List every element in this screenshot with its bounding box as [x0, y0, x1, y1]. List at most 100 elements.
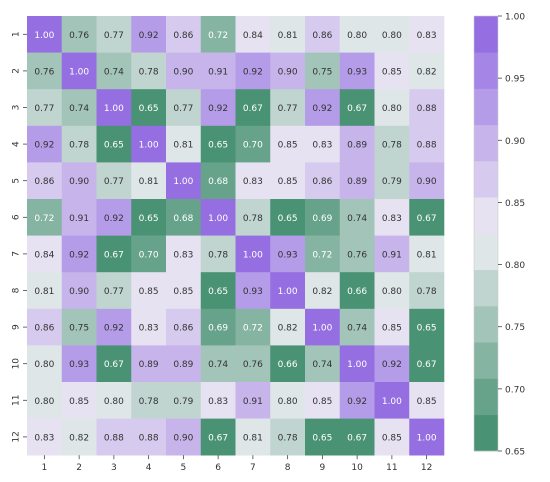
heatmap-cell [339, 235, 375, 273]
x-tick-label: 1 [42, 463, 48, 473]
heatmap-cell [339, 345, 375, 383]
cell-value-label: 0.76 [34, 67, 54, 77]
cell-value-label: 1.00 [208, 214, 228, 224]
cell-value-label: 0.65 [104, 141, 124, 151]
cell-value-label: 0.88 [417, 141, 437, 151]
cell-value-label: 0.74 [69, 104, 89, 114]
cell-value-label: 0.74 [347, 324, 367, 334]
heatmap-cell [200, 382, 236, 419]
heatmap-cell [270, 272, 306, 310]
heatmap-cell [166, 235, 202, 273]
x-tick-label: 5 [181, 463, 187, 473]
heatmap-cell [61, 345, 97, 383]
cell-value-label: 0.66 [278, 360, 298, 370]
colorbar-bin [474, 306, 498, 343]
cell-value-label: 0.80 [278, 397, 298, 407]
cell-value-label: 0.83 [312, 141, 332, 151]
heatmap-cell [131, 272, 167, 310]
cell-value-label: 0.81 [34, 287, 54, 297]
cell-value-label: 0.85 [382, 67, 402, 77]
heatmap-cell [270, 345, 306, 383]
heatmap-cell [305, 308, 341, 346]
cell-value-label: 0.69 [312, 214, 332, 224]
heatmap-cell [131, 89, 167, 127]
heatmap-cell [235, 345, 271, 383]
cell-value-label: 0.65 [278, 214, 298, 224]
colorbar-bin [474, 378, 498, 416]
cell-value-label: 1.00 [243, 250, 263, 260]
cell-value-label: 0.66 [347, 287, 367, 297]
heatmap-cell [61, 162, 97, 200]
heatmap-cell [96, 272, 132, 310]
cell-value-label: 0.77 [104, 287, 124, 297]
heatmap-cell [200, 345, 236, 383]
heatmap-cell [27, 272, 63, 310]
cell-value-label: 0.65 [208, 141, 228, 151]
heatmap-cell [305, 418, 341, 456]
x-tick-label: 12 [421, 463, 432, 473]
heatmap-cell [27, 52, 63, 90]
heatmap-cell [166, 308, 202, 346]
y-tick-label: 8 [12, 287, 22, 293]
heatmap-cell [166, 89, 202, 127]
cell-value-label: 0.67 [347, 104, 367, 114]
heatmap-cell [374, 162, 410, 200]
heatmap-cell [27, 308, 63, 346]
x-tick-label: 10 [351, 463, 363, 473]
heatmap-cell [339, 418, 375, 456]
cell-value-label: 0.67 [417, 214, 437, 224]
heatmap-cell [270, 162, 306, 200]
cell-value-label: 0.92 [69, 250, 89, 260]
cell-value-label: 0.86 [173, 31, 193, 41]
cell-value-label: 1.00 [312, 324, 332, 334]
heatmap-cell [96, 308, 132, 346]
cell-value-label: 0.70 [139, 250, 159, 260]
cell-value-label: 0.77 [34, 104, 54, 114]
heatmap-cell [96, 382, 132, 419]
colorbar-tick-label: 1.00 [505, 13, 525, 23]
cell-value-label: 0.72 [208, 31, 228, 41]
cell-value-label: 0.85 [382, 324, 402, 334]
heatmap-cell [339, 162, 375, 200]
y-tick-label: 11 [12, 395, 22, 406]
cell-value-label: 0.82 [417, 67, 437, 77]
heatmap-cell [96, 125, 132, 163]
heatmap-cell [409, 199, 445, 236]
cell-value-label: 0.80 [382, 104, 402, 114]
heatmap-cell [61, 235, 97, 273]
cell-value-label: 0.91 [382, 250, 402, 260]
heatmap-cell [374, 382, 410, 419]
colorbar-tick-label: 0.85 [505, 199, 525, 209]
heatmap-cell [235, 162, 271, 200]
cell-value-label: 0.89 [139, 360, 159, 370]
heatmap-cell [131, 199, 167, 236]
cell-value-label: 0.92 [139, 31, 159, 41]
cell-value-label: 0.79 [173, 397, 193, 407]
cell-value-label: 0.88 [104, 433, 124, 443]
x-tick-label: 2 [76, 463, 82, 473]
cell-value-label: 0.86 [312, 31, 332, 41]
heatmap-cell [96, 16, 132, 53]
heatmap-cell [27, 16, 63, 53]
heatmap-cell [96, 162, 132, 200]
heatmap-cell [166, 162, 202, 200]
heatmap-cell [27, 235, 63, 273]
cell-value-label: 0.83 [243, 177, 263, 187]
heatmap-cell [131, 382, 167, 419]
heatmap-cell [374, 345, 410, 383]
heatmap-cell [27, 125, 63, 163]
y-tick-label: 3 [12, 105, 22, 111]
cell-value-label: 0.90 [173, 433, 193, 443]
heatmap-cell [61, 52, 97, 90]
cell-value-label: 1.00 [34, 31, 54, 41]
cell-value-label: 0.85 [278, 177, 298, 187]
cell-value-label: 0.80 [382, 287, 402, 297]
y-tick-label: 6 [12, 214, 22, 220]
cell-value-label: 0.81 [139, 177, 159, 187]
heatmap-cell [131, 125, 167, 163]
heatmap-cell [131, 345, 167, 383]
heatmap-cell [235, 235, 271, 273]
heatmap-cell [166, 16, 202, 53]
y-tick-label: 12 [12, 431, 22, 442]
heatmap-cell [270, 89, 306, 127]
